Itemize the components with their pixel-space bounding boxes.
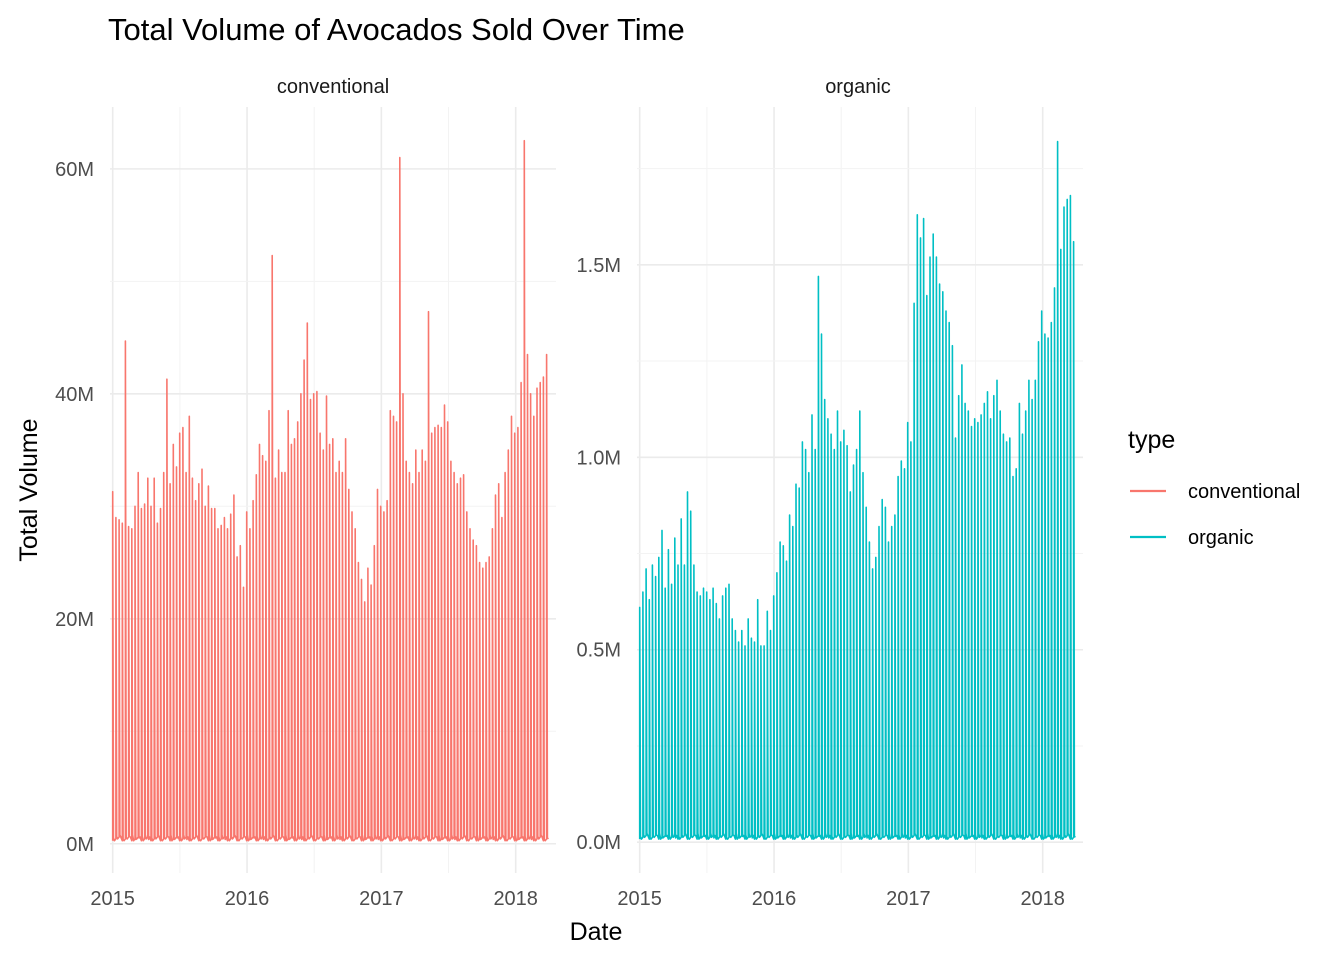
y-tick-label: 1.0M: [577, 447, 621, 469]
x-tick-label: 2015: [617, 888, 662, 910]
y-axis-conventional: 0M 20M 40M 60M: [55, 159, 94, 856]
x-tick-label: 2015: [90, 888, 135, 910]
x-axis-conventional: 2015 2016 2017 2018: [90, 888, 538, 910]
series-conventional: [111, 139, 549, 842]
legend-label-conventional: conventional: [1188, 481, 1300, 503]
x-tick-label: 2016: [752, 888, 797, 910]
chart-title: Total Volume of Avocados Sold Over Time: [108, 12, 685, 47]
x-tick-label: 2017: [886, 888, 931, 910]
legend: type conventional organic: [1128, 426, 1300, 549]
y-tick-label: 1.5M: [577, 255, 621, 277]
y-tick-label: 60M: [55, 159, 94, 181]
strip-label-conventional: conventional: [277, 76, 389, 98]
x-tick-label: 2017: [359, 888, 404, 910]
legend-title: type: [1128, 426, 1175, 454]
x-tick-label: 2016: [225, 888, 270, 910]
strip-label-organic: organic: [825, 76, 891, 98]
series-line-conventional: [111, 139, 549, 842]
y-tick-label: 0.5M: [577, 640, 621, 662]
x-axis-organic: 2015 2016 2017 2018: [617, 888, 1065, 910]
y-tick-label: 20M: [55, 609, 94, 631]
y-axis-organic: 0.0M 0.5M 1.0M 1.5M: [577, 255, 621, 854]
y-axis-title: Total Volume: [15, 418, 43, 561]
x-tick-label: 2018: [1020, 888, 1065, 910]
y-tick-label: 40M: [55, 384, 94, 406]
y-tick-label: 0M: [66, 834, 94, 856]
legend-label-organic: organic: [1188, 527, 1254, 549]
panel-organic: organic 0.0M0.5M1.0M1.5M 2015 2016 2017 201…: [577, 76, 1083, 910]
x-tick-label: 2018: [493, 888, 538, 910]
x-axis-title: Date: [570, 918, 623, 946]
series-line-organic: [638, 140, 1076, 840]
series-organic: [638, 140, 1076, 840]
y-tick-label: 0.0M: [577, 832, 621, 854]
